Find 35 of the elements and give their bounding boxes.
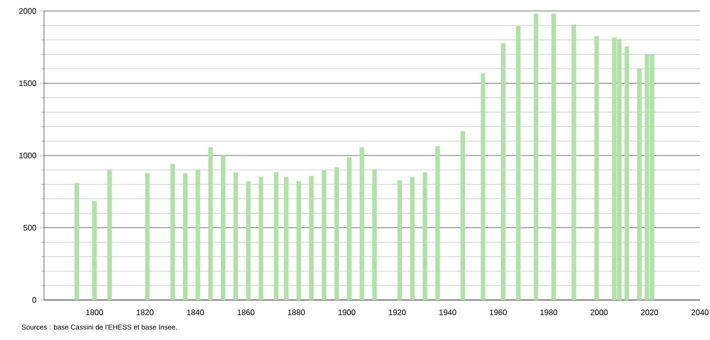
bar: [372, 169, 377, 300]
bar: [460, 131, 466, 300]
bar: [360, 147, 364, 300]
bar: [334, 167, 339, 300]
bar: [246, 181, 251, 300]
bar: [410, 177, 415, 300]
bar: [397, 180, 402, 300]
bar: [624, 46, 630, 300]
bar: [74, 182, 80, 300]
bar: [551, 14, 556, 300]
bar: [296, 181, 302, 300]
bar: [233, 172, 238, 300]
bar: [92, 201, 97, 300]
bar: [422, 172, 428, 300]
bar: [347, 157, 352, 300]
bar: [572, 24, 576, 300]
bar: [208, 147, 213, 300]
bar: [284, 177, 288, 300]
bar: [170, 164, 175, 300]
bar: [500, 43, 506, 300]
bar: [534, 14, 538, 300]
bar: [274, 172, 278, 300]
bar: [183, 173, 188, 300]
bar: [594, 36, 599, 300]
bar: [196, 170, 200, 300]
bar: [322, 170, 326, 300]
bar: [258, 177, 264, 300]
bar: [516, 26, 521, 300]
bar: [637, 68, 642, 300]
bar: [107, 169, 112, 300]
bar: [480, 73, 486, 300]
bar: [220, 156, 226, 300]
bar: [309, 176, 314, 300]
bar: [435, 146, 440, 300]
bar: [145, 173, 150, 300]
